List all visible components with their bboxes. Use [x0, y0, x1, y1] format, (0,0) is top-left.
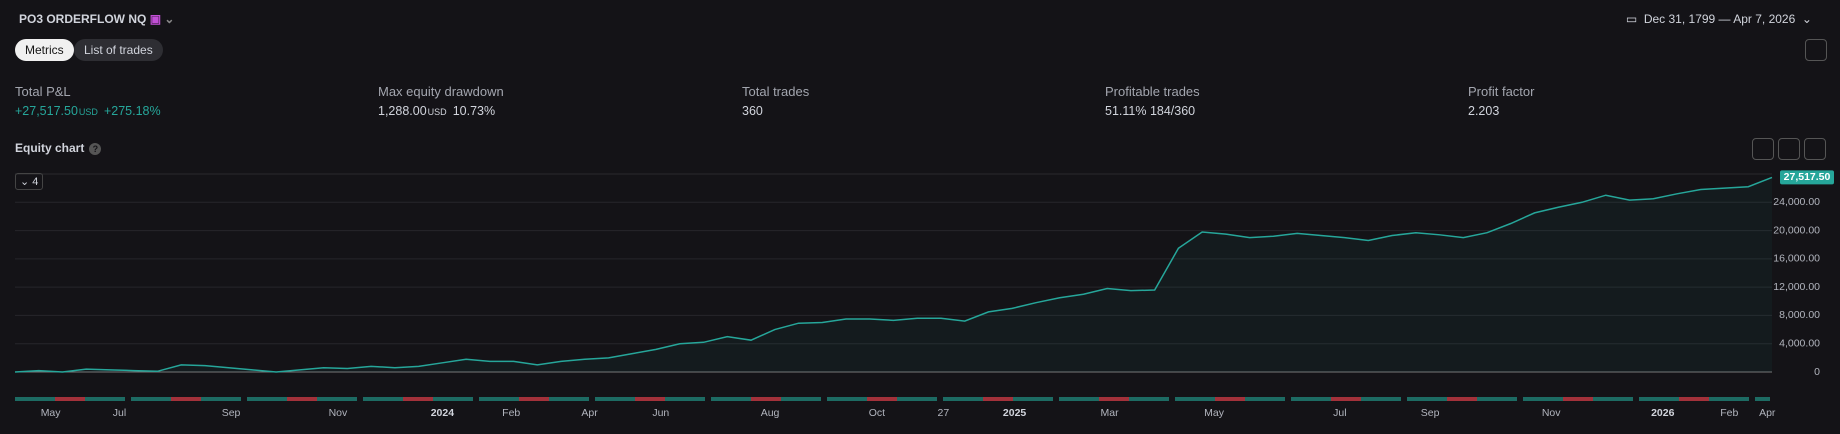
x-tick-label: Feb: [502, 407, 520, 419]
fullscreen-button[interactable]: [1804, 138, 1826, 160]
x-tick-label: Mar: [1101, 407, 1120, 419]
x-tick-label: Apr: [581, 407, 598, 419]
x-tick-label: May: [1204, 407, 1225, 419]
x-tick-label: 27: [938, 407, 950, 419]
chart-heading: Equity chart?: [15, 141, 102, 155]
metric-label: Profitable trades: [1105, 84, 1200, 99]
x-tick-label: Nov: [329, 407, 348, 419]
y-tick-label: 20,000.00: [1773, 224, 1820, 236]
price-label: 27,517.50: [1784, 171, 1831, 183]
x-tick-label: 2024: [431, 407, 455, 419]
metric-number: +27,517.50: [15, 104, 78, 118]
metric-extra: 184/360: [1149, 104, 1196, 118]
x-tick-label: Sep: [222, 407, 241, 419]
metric-value: 360: [742, 104, 763, 118]
metric-extra: 10.73%: [452, 104, 496, 118]
x-tick-label: Nov: [1542, 407, 1561, 419]
title-text: PO3 ORDERFLOW NQ: [19, 12, 147, 26]
metric-number: 51.11%: [1105, 104, 1147, 118]
metric-number: 1,288.00: [378, 104, 427, 118]
tab[interactable]: Metrics: [15, 39, 74, 61]
x-tick-label: 2026: [1651, 407, 1675, 419]
x-tick-label: 2025: [1003, 407, 1027, 419]
y-tick-label: 24,000.00: [1773, 196, 1820, 208]
metric-extra: +275.18%: [103, 104, 161, 118]
collapse-count: 4: [32, 176, 39, 188]
metric-number: 2.203: [1468, 104, 1500, 118]
y-tick-label: 8,000.00: [1779, 309, 1820, 321]
metric-label: Profit factor: [1468, 84, 1535, 99]
metric-value: 2.203: [1468, 104, 1499, 118]
x-tick-label: Jun: [652, 407, 669, 419]
x-tick-label: Sep: [1421, 407, 1440, 419]
chart-label: Equity chart: [15, 141, 85, 155]
equity-line: [14, 176, 1773, 373]
tab[interactable]: List of trades: [74, 39, 163, 61]
metric-unit: USD: [427, 107, 447, 117]
metric-value: 1,288.00USD 10.73%: [378, 104, 495, 118]
strategy-title[interactable]: PO3 ORDERFLOW NQ ▣ ⌄: [19, 12, 175, 26]
settings-button[interactable]: [1752, 138, 1774, 160]
y-tick-label: 12,000.00: [1773, 281, 1820, 293]
metric-label: Total P&L: [15, 84, 71, 99]
x-tick-label: Jul: [1333, 407, 1346, 419]
metric-unit: USD: [78, 107, 98, 117]
snapshot-button[interactable]: [1778, 138, 1800, 160]
equity-area: [15, 177, 1772, 372]
y-tick-label: 0: [1814, 366, 1820, 378]
x-tick-label: May: [41, 407, 62, 419]
collapse-button[interactable]: ⌄ 4: [15, 173, 44, 190]
price-label-box: [1780, 170, 1834, 185]
y-tick-label: 4,000.00: [1779, 337, 1820, 349]
x-tick-label: Aug: [761, 407, 780, 419]
date-range[interactable]: ▭ Dec 31, 1799 — Apr 7, 2026 ⌄: [1625, 12, 1812, 26]
metric-value: +27,517.50USD +275.18%: [15, 104, 161, 118]
menu-button[interactable]: [1805, 39, 1827, 61]
x-tick-label: Feb: [1720, 407, 1738, 419]
date-range-text: Dec 31, 1799 — Apr 7, 2026: [1643, 12, 1796, 26]
y-tick-label: 16,000.00: [1773, 253, 1820, 265]
metric-number: 360: [742, 104, 763, 118]
metric-value: 51.11% 184/360: [1105, 104, 1195, 118]
x-tick-label: Jul: [113, 407, 126, 419]
metric-label: Max equity drawdown: [378, 84, 504, 99]
x-tick-label: Oct: [869, 407, 885, 419]
metric-label: Total trades: [742, 84, 810, 99]
x-tick-label: Apr: [1759, 407, 1776, 419]
trades-strip: [15, 397, 1770, 401]
